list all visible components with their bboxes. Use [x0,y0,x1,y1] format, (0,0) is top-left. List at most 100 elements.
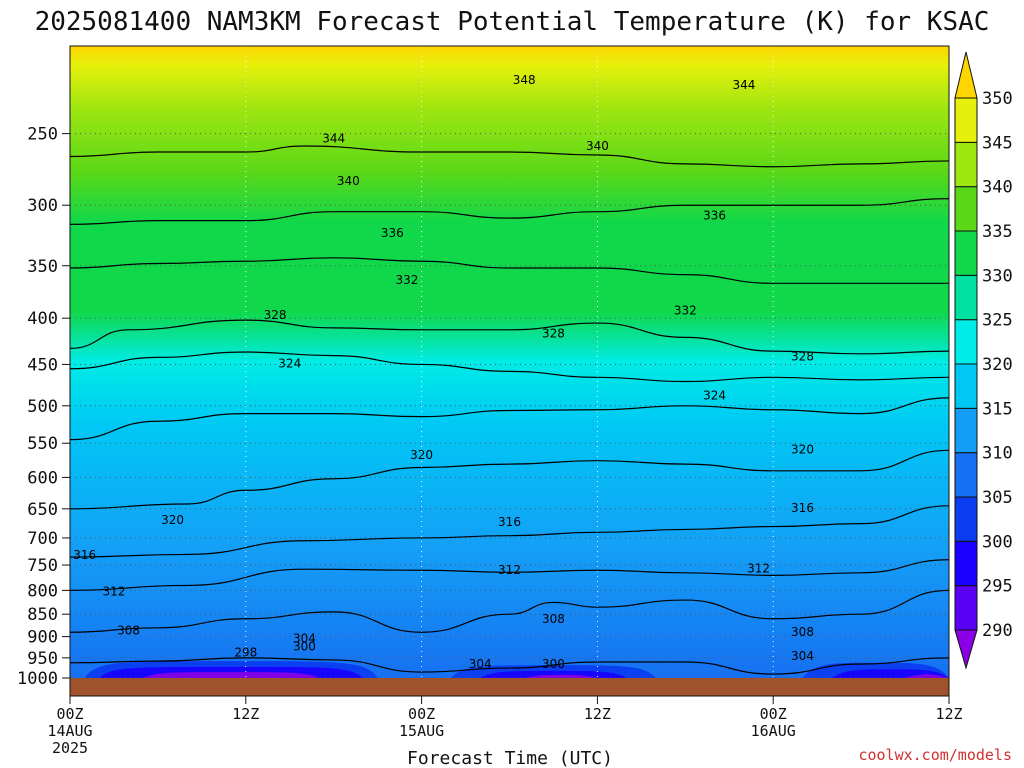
contour-label: 320 [410,448,433,462]
contour-line [70,657,949,675]
colorbar-swatch [954,230,978,276]
y-tick-label: 250 [27,125,58,145]
y-axis: 250 300 350 400 450 500 550 600 650 700 750 800 850 9… [17,125,70,689]
x-date-label: 16AUG [751,722,796,740]
colorbar-upper-arrow [954,51,978,99]
colorbar-swatch [954,585,978,631]
contour-line [70,589,949,633]
colorbar-lower-arrow [954,629,978,670]
colorbar-label: 345 [982,133,1013,153]
contour-line [70,559,949,591]
y-tick-label: 900 [27,628,58,648]
contour-label: 304 [293,631,316,645]
x-tick-label: 00Z [408,705,435,723]
colorbar-label: 325 [982,311,1013,331]
x-tick-label: 00Z [760,705,787,723]
cold-pool [905,674,949,678]
y-tick-label: 500 [27,397,58,417]
contour-label: 298 [234,645,257,659]
contour-label: 344 [322,131,345,145]
colorbar-label: 300 [982,532,1013,552]
contour-line [70,145,949,168]
contour-lines [70,145,949,675]
contour-label: 312 [747,562,770,576]
contour-label: 336 [381,226,404,240]
cold-pool [524,674,598,678]
contour-label: 304 [469,657,492,671]
x-date-label: 15AUG [399,722,444,740]
contour-label: 308 [117,623,140,637]
cold-pool [480,670,627,678]
colorbar-swatch [954,141,978,188]
colorbar-label: 320 [982,355,1013,375]
contour-line [70,397,949,441]
colorbar-swatch [954,452,978,498]
contour-label: 332 [395,273,418,287]
x-tick-label: 12Z [935,705,962,723]
colorbar-swatch [954,319,978,365]
colorbar-label: 330 [982,266,1013,286]
y-tick-label: 750 [27,556,58,576]
contour-label: 328 [264,308,287,322]
contour-label: 308 [542,612,565,626]
y-tick-label: 800 [27,581,58,601]
contour-label: 328 [791,350,814,364]
contour-label: 344 [732,78,755,92]
colorbar: 290 295 300 305 310 315 320 325 330 335 340 345 350 [954,51,1013,670]
cold-pool [143,672,320,678]
contour-label: 320 [791,443,814,457]
y-tick-label: 1000 [17,669,58,689]
credit-link[interactable]: coolwx.com/models [858,746,1012,764]
contour-line [70,449,949,510]
y-tick-label: 400 [27,309,58,329]
y-tick-label: 650 [27,500,58,520]
contour-label: 332 [674,303,697,317]
plot-frame [69,45,950,697]
x-tick-label: 12Z [232,705,259,723]
colorbar-swatch [954,540,978,587]
colorbar-label: 305 [982,488,1013,508]
colorbar-label: 335 [982,222,1013,242]
chart-title: 2025081400 NAM3KM Forecast Potential Tem… [35,7,990,37]
contour-label: 316 [791,501,814,515]
contour-label: 348 [513,73,536,87]
contour-line [70,505,949,558]
contour-label: 300 [293,640,316,654]
x-tick-label: 12Z [584,705,611,723]
contour-label: 328 [542,327,565,341]
plot-background [70,46,949,678]
contour-label: 324 [703,388,726,402]
colorbar-swatch [954,97,978,143]
colorbar-swatch [954,496,978,542]
contour-line [70,257,949,284]
colorbar-label: 310 [982,444,1013,464]
terrain-bar [70,678,949,696]
colorbar-label: 290 [982,621,1013,641]
contour-label: 312 [102,584,125,598]
contour-label: 312 [498,563,521,577]
contour-label: 316 [498,515,521,529]
contour-label: 308 [791,625,814,639]
contour-label: 336 [703,209,726,223]
contour-line [70,198,949,225]
contour-line [70,319,949,355]
x-date-label: 14AUG [47,722,92,740]
colorbar-swatch [954,186,978,232]
y-tick-label: 350 [27,257,58,277]
y-tick-label: 950 [27,649,58,669]
contour-label: 304 [791,649,814,663]
colorbar-label: 315 [982,399,1013,419]
y-tick-label: 600 [27,468,58,488]
contour-label: 324 [278,357,301,371]
y-tick-label: 700 [27,529,58,549]
y-tick-label: 850 [27,605,58,625]
colorbar-swatch [954,363,978,409]
x-date-label: 2025 [52,739,88,757]
contour-label: 300 [542,657,565,671]
colorbar-label: 295 [982,577,1013,597]
x-axis-label: Forecast Time (UTC) [407,748,613,768]
colorbar-swatch [954,274,978,321]
y-tick-label: 300 [27,196,58,216]
